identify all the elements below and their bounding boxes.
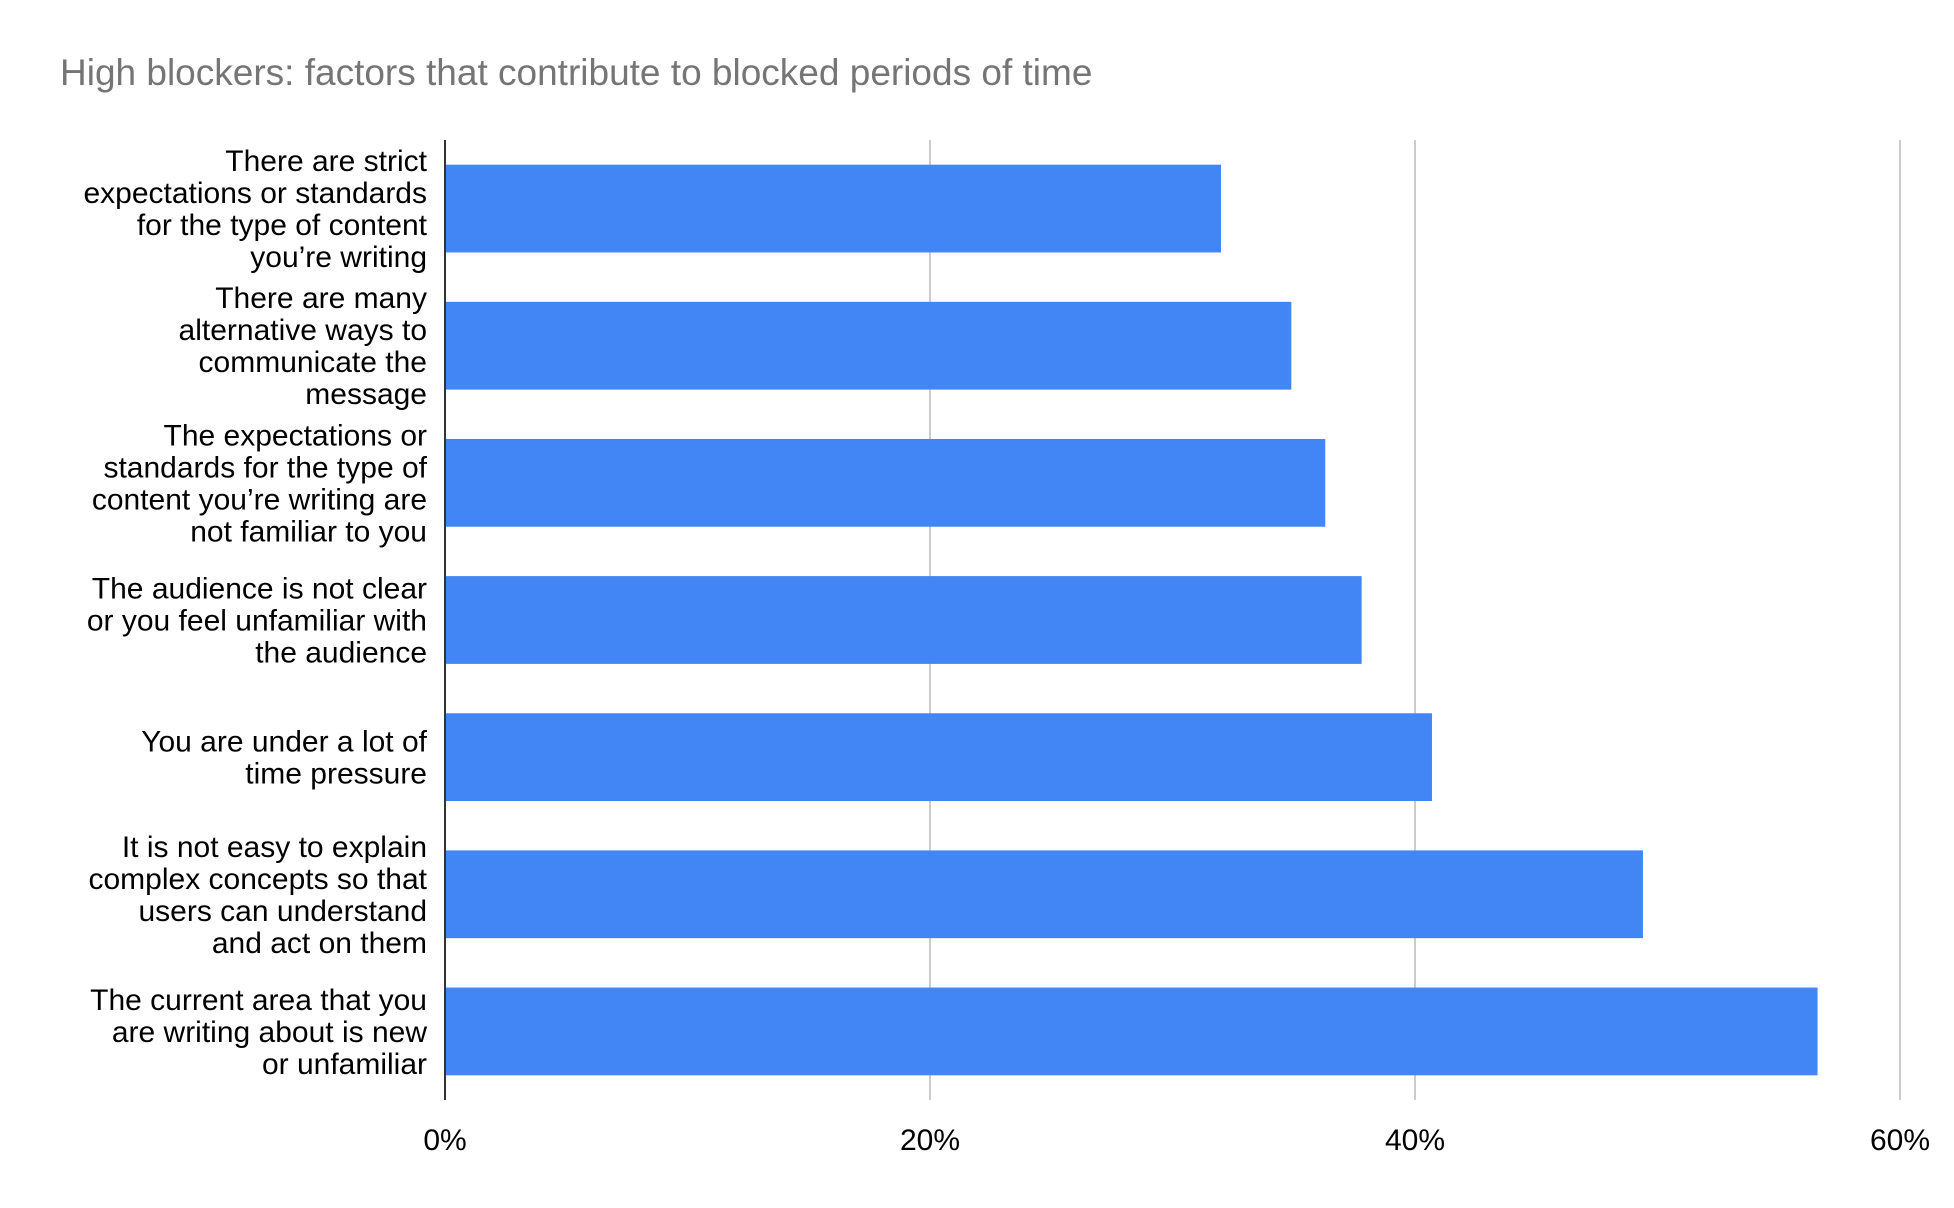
category-label-line: time pressure — [245, 758, 427, 791]
bars — [445, 164, 1818, 1076]
category-label-line: and act on them — [212, 927, 427, 960]
category-label-line: communicate the — [199, 346, 427, 379]
category-label-line: standards for the type of — [103, 451, 427, 484]
category-label-7: The current area that you are writing abo… — [90, 984, 427, 1081]
category-label-line: the audience — [255, 637, 427, 670]
category-label-line: It is not easy to explain — [122, 831, 427, 864]
x-tick-label-40%: 40% — [1385, 1124, 1445, 1157]
bar-1 — [445, 164, 1221, 253]
bar-3 — [445, 438, 1326, 527]
category-label-line: message — [305, 378, 427, 411]
category-label-line: There are many — [215, 282, 427, 315]
category-label-6: It is not easy to explain complex concept… — [88, 831, 427, 960]
category-label-2: There are many alternative ways to communi… — [179, 282, 427, 411]
category-label-line: not familiar to you — [190, 515, 427, 548]
category-label-line: expectations or standards — [83, 177, 427, 210]
category-label-line: The audience is not clear — [92, 573, 427, 606]
category-label-line: users can understand — [138, 895, 427, 928]
bar-2 — [445, 301, 1292, 390]
category-label-line: you’re writing — [250, 241, 427, 274]
category-label-line: content you’re writing are — [92, 483, 427, 516]
category-labels: There are strict expectations or standard… — [83, 145, 427, 1081]
category-label-1: There are strict expectations or standard… — [83, 145, 427, 274]
category-label-line: or you feel unfamiliar with — [87, 605, 427, 638]
x-tick-labels: 0% 20% 40% 60% — [423, 1124, 1930, 1157]
category-label-line: alternative ways to — [179, 314, 427, 347]
category-label-line: There are strict — [225, 145, 427, 178]
bar-5 — [445, 713, 1432, 802]
category-label-line: are writing about is new — [112, 1016, 427, 1049]
bar-4 — [445, 576, 1362, 664]
category-label-line: The expectations or — [164, 419, 427, 452]
category-label-line: You are under a lot of — [141, 726, 427, 759]
x-tick-label-60%: 60% — [1870, 1124, 1930, 1157]
category-label-4: The audience is not clear or you feel unf… — [87, 573, 427, 670]
x-tick-label-0%: 0% — [423, 1124, 466, 1157]
category-label-line: for the type of content — [137, 209, 428, 242]
category-label-3: The expectations or standards for the typ… — [92, 419, 428, 548]
bar-6 — [445, 850, 1643, 939]
category-label-line: or unfamiliar — [262, 1048, 427, 1081]
chart-title: High blockers: factors that contribute t… — [60, 52, 1093, 93]
bar-7 — [445, 987, 1818, 1076]
category-label-5: You are under a lot of time pressure — [141, 726, 427, 791]
category-label-line: The current area that you — [90, 984, 427, 1017]
category-label-line: complex concepts so that — [88, 863, 427, 896]
x-tick-label-20%: 20% — [900, 1124, 960, 1157]
